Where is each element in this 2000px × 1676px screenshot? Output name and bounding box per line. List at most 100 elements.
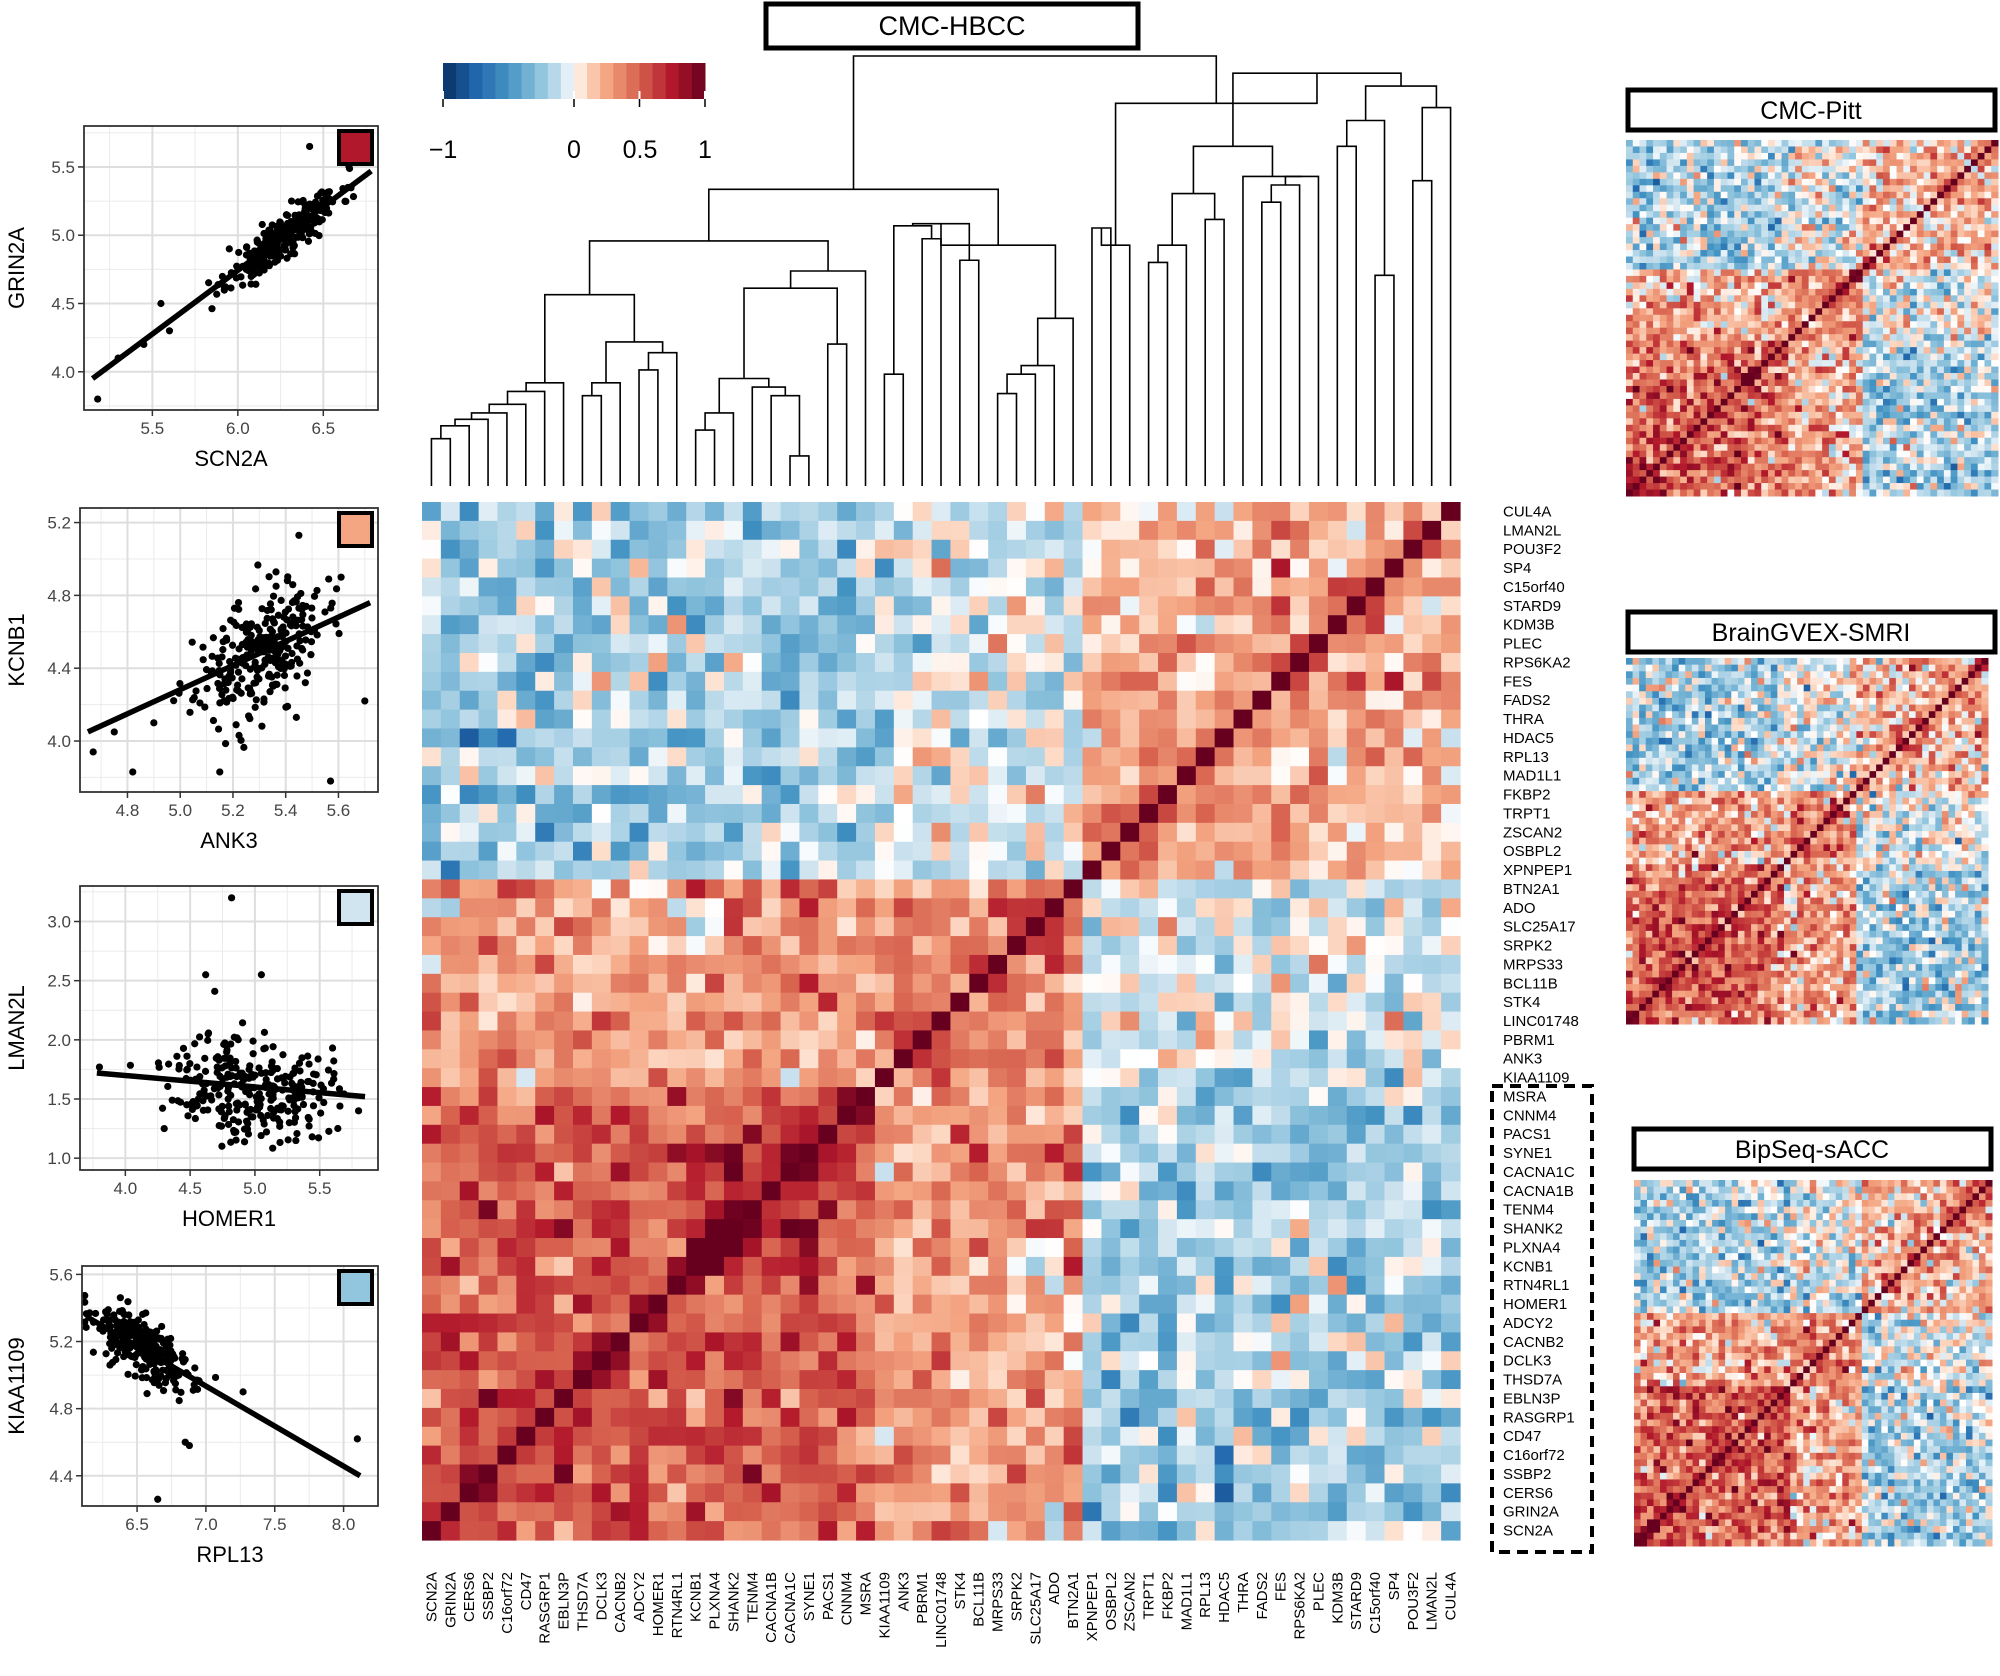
heatmap-cell bbox=[1044, 1275, 1065, 1296]
small-heatmap-cell bbox=[1673, 308, 1681, 316]
heatmap-cell bbox=[1025, 728, 1046, 748]
row-label: CUL4A bbox=[1503, 503, 1551, 520]
heatmap-cell bbox=[497, 671, 517, 692]
heatmap-cell bbox=[554, 558, 574, 579]
heatmap-cell bbox=[950, 1407, 970, 1428]
heatmap-cell bbox=[1195, 539, 1216, 560]
heatmap-cell bbox=[1101, 879, 1121, 899]
heatmap-cell bbox=[1271, 1426, 1291, 1447]
heatmap-cell bbox=[1290, 1502, 1310, 1522]
heatmap-cell bbox=[629, 1294, 650, 1315]
heatmap-cell bbox=[705, 803, 725, 824]
heatmap-cell bbox=[572, 1521, 593, 1541]
heatmap-cell bbox=[1233, 1238, 1253, 1258]
heatmap-cell bbox=[1309, 1256, 1329, 1277]
heatmap-cell bbox=[874, 747, 895, 767]
heatmap-cell bbox=[1214, 841, 1235, 862]
small-heatmap-cell bbox=[1639, 159, 1647, 167]
heatmap-cell bbox=[422, 652, 442, 673]
small-heatmap-cell bbox=[1646, 470, 1654, 478]
heatmap-cell bbox=[629, 803, 650, 824]
heatmap-cell bbox=[1346, 1162, 1367, 1183]
small-heatmap-cell bbox=[1639, 385, 1647, 393]
heatmap-cell bbox=[780, 1124, 801, 1145]
y-tick-label: 5.5 bbox=[51, 158, 75, 177]
heatmap-cell bbox=[459, 1068, 480, 1088]
heatmap-cell bbox=[610, 747, 631, 767]
heatmap-cell bbox=[572, 1143, 593, 1164]
heatmap-cell bbox=[1025, 822, 1046, 843]
heatmap-cell bbox=[554, 1181, 574, 1201]
small-heatmap-cell bbox=[1626, 476, 1634, 484]
heatmap-cell bbox=[1327, 1351, 1348, 1371]
heatmap-cell bbox=[912, 1162, 933, 1183]
data-point bbox=[224, 1120, 233, 1129]
heatmap-cell bbox=[1176, 1483, 1197, 1503]
heatmap-cell bbox=[988, 539, 1008, 560]
heatmap-cell bbox=[1309, 1370, 1329, 1390]
heatmap-cell bbox=[648, 1011, 668, 1032]
heatmap-cell bbox=[780, 898, 801, 918]
heatmap-cell bbox=[1195, 785, 1216, 805]
small-heatmap-cell bbox=[1646, 321, 1654, 329]
column-label: CUL4A bbox=[1443, 1572, 1460, 1620]
heatmap-cell bbox=[1346, 1445, 1367, 1466]
small-heatmap-cell bbox=[1639, 424, 1647, 432]
heatmap-cell bbox=[554, 860, 574, 881]
heatmap-cell bbox=[761, 1105, 782, 1126]
heatmap-cell bbox=[837, 1181, 857, 1201]
heatmap-cell bbox=[1044, 1389, 1065, 1409]
heatmap-cell bbox=[1139, 1124, 1159, 1145]
heatmap-cell bbox=[969, 1464, 989, 1484]
heatmap-cell bbox=[761, 803, 782, 824]
heatmap-cell bbox=[648, 917, 668, 937]
heatmap-cell bbox=[1139, 1351, 1159, 1371]
small-heatmap-cell bbox=[1646, 373, 1654, 380]
heatmap-cell bbox=[1082, 1181, 1103, 1201]
heatmap-cell bbox=[818, 671, 838, 692]
heatmap-cell bbox=[818, 803, 838, 824]
heatmap-cell bbox=[856, 822, 876, 843]
row-label: SLC25A17 bbox=[1503, 919, 1576, 936]
small-heatmap-cell bbox=[1646, 385, 1654, 393]
heatmap-cell bbox=[1365, 1332, 1386, 1352]
data-point bbox=[234, 1099, 242, 1107]
heatmap-cell bbox=[1290, 1105, 1310, 1126]
heatmap-cell bbox=[610, 898, 631, 918]
heatmap-cell bbox=[1158, 785, 1178, 805]
heatmap-cell bbox=[610, 1256, 631, 1277]
column-label: PLEC bbox=[1310, 1572, 1327, 1611]
heatmap-cell bbox=[761, 1162, 782, 1183]
heatmap-cell bbox=[1195, 1124, 1216, 1145]
y-tick-label: 4.0 bbox=[51, 363, 75, 382]
heatmap-cell bbox=[1422, 1049, 1442, 1069]
heatmap-cell bbox=[1365, 690, 1386, 711]
heatmap-cell bbox=[1139, 577, 1159, 597]
data-point bbox=[234, 598, 243, 607]
heatmap-cell bbox=[1441, 1521, 1461, 1541]
heatmap-cell bbox=[950, 634, 970, 654]
small-heatmap-cell bbox=[1626, 360, 1634, 368]
heatmap-cell bbox=[1252, 1105, 1272, 1126]
heatmap-cell bbox=[950, 1200, 970, 1220]
heatmap-cell bbox=[610, 1313, 631, 1333]
heatmap-cell bbox=[1346, 1483, 1367, 1503]
heatmap-cell bbox=[1346, 973, 1367, 994]
data-point bbox=[91, 1309, 100, 1318]
heatmap-cell bbox=[1063, 1124, 1084, 1145]
column-label: TENM4 bbox=[744, 1572, 761, 1623]
heatmap-cell bbox=[742, 634, 763, 654]
heatmap-cell bbox=[969, 1332, 989, 1352]
heatmap-cell bbox=[422, 1124, 442, 1145]
heatmap-cell bbox=[440, 1502, 461, 1522]
heatmap-cell bbox=[629, 1332, 650, 1352]
row-label: SP4 bbox=[1503, 560, 1531, 577]
heatmap-cell bbox=[1025, 652, 1046, 673]
data-point bbox=[209, 634, 217, 642]
heatmap-cell bbox=[1327, 1124, 1348, 1145]
column-label: LINC01748 bbox=[933, 1572, 950, 1648]
heatmap-cell bbox=[1025, 539, 1046, 560]
heatmap-cell bbox=[648, 577, 668, 597]
heatmap-cell bbox=[1327, 1256, 1348, 1277]
heatmap-cell bbox=[478, 652, 499, 673]
